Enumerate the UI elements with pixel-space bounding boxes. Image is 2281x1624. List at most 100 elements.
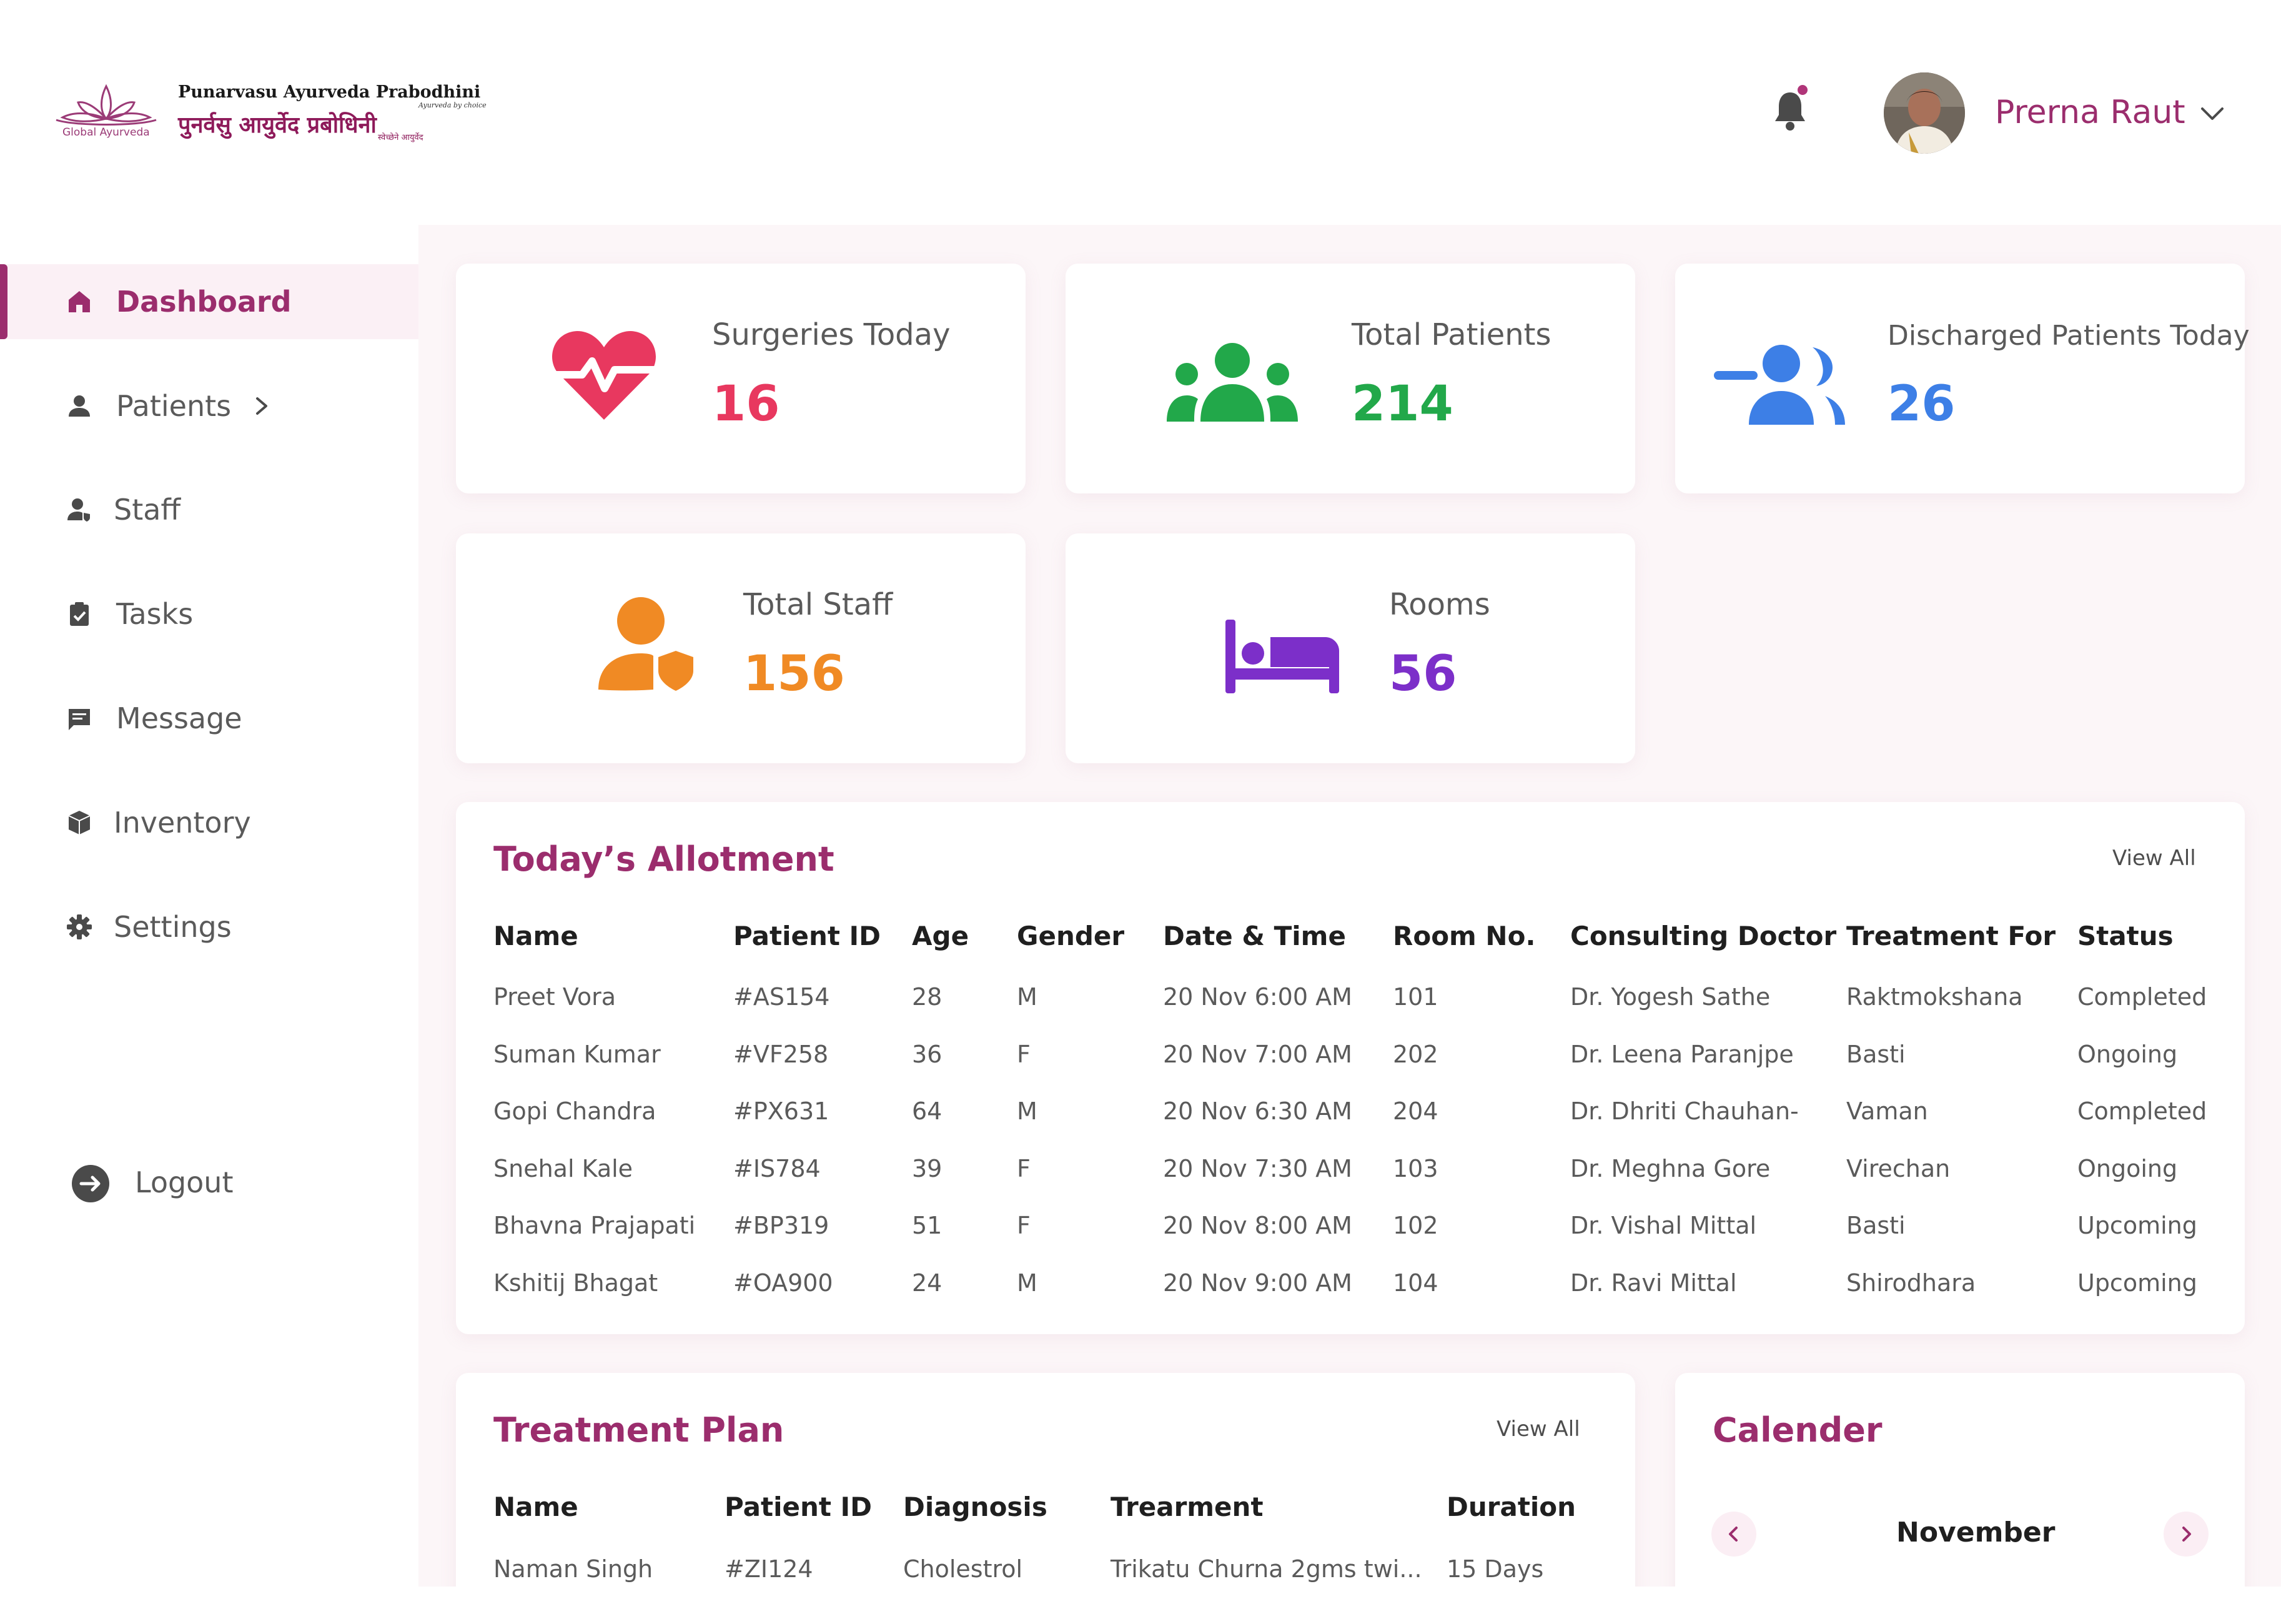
treatment-plan-column-header: Name xyxy=(493,1492,578,1522)
sidebar: Dashboard Patients Staff Tasks xyxy=(0,225,418,1624)
allotment-view-all-link[interactable]: View All xyxy=(2112,846,2196,871)
sidebar-item-message[interactable]: Message xyxy=(0,681,418,756)
bottom-fade xyxy=(418,1587,2281,1624)
user-name[interactable]: Prerna Raut xyxy=(1995,94,2185,131)
treatment-plan-column-header: Trearment xyxy=(1111,1492,1264,1522)
allotment-cell: Suman Kumar xyxy=(493,1040,661,1068)
treatment-plan-column-header: Duration xyxy=(1447,1492,1576,1522)
allotment-cell: Bhavna Prajapati xyxy=(493,1212,696,1239)
brand-name-en: Punarvasu Ayurveda Prabodhini xyxy=(178,82,481,102)
chevron-down-icon[interactable] xyxy=(2199,101,2226,126)
allotment-cell: 101 xyxy=(1393,983,1438,1011)
allotment-cell: 104 xyxy=(1393,1269,1438,1297)
stat-label: Rooms xyxy=(1389,587,1490,622)
allotment-cell: 24 xyxy=(912,1269,943,1297)
calendar-title: Calender xyxy=(1713,1410,1883,1450)
allotment-column-header: Age xyxy=(912,921,969,951)
sidebar-item-staff[interactable]: Staff xyxy=(0,472,418,547)
notification-bell-icon[interactable] xyxy=(1773,89,1808,132)
sidebar-item-label: Patients xyxy=(116,389,232,423)
allotment-cell: Shirodhara xyxy=(1846,1269,1976,1297)
person-icon xyxy=(69,395,90,417)
stat-value: 56 xyxy=(1389,646,1457,702)
allotment-cell: Vaman xyxy=(1846,1097,1928,1125)
discharge-icon xyxy=(1714,345,1845,425)
bed-icon xyxy=(1225,620,1339,693)
allotment-cell: #BP319 xyxy=(733,1212,829,1239)
treatment-plan-cell: #ZI124 xyxy=(725,1555,813,1583)
sidebar-item-dashboard[interactable]: Dashboard xyxy=(0,264,418,339)
sidebar-item-tasks[interactable]: Tasks xyxy=(0,577,418,651)
notification-dot xyxy=(1798,85,1808,95)
allotment-cell: 64 xyxy=(912,1097,943,1125)
allotment-cell: Dr. Vishal Mittal xyxy=(1570,1212,1757,1239)
stat-card-discharged[interactable]: Discharged Patients Today 26 xyxy=(1675,264,2250,493)
sidebar-item-label: Message xyxy=(116,701,242,735)
allotment-column-header: Date & Time xyxy=(1163,921,1346,951)
stat-card-surgeries[interactable]: Surgeries Today 16 xyxy=(456,264,1026,493)
allotment-cell: Ongoing xyxy=(2077,1040,2178,1068)
box-icon xyxy=(68,811,91,834)
user-avatar[interactable] xyxy=(1884,72,1965,154)
chevron-right-icon[interactable] xyxy=(251,394,272,418)
lotus-logo-icon xyxy=(56,84,157,126)
allotment-cell: M xyxy=(1017,983,1037,1011)
treatment-plan-column-header: Diagnosis xyxy=(903,1492,1047,1522)
stat-card-total-patients[interactable]: Total Patients 214 xyxy=(1066,264,1635,493)
staff-shield-icon xyxy=(598,597,693,691)
sidebar-item-label: Tasks xyxy=(116,597,194,631)
allotment-cell: F xyxy=(1017,1212,1031,1239)
top-header: Global Ayurveda Punarvasu Ayurveda Prabo… xyxy=(0,0,2281,225)
treatment-plan-cell: Trikatu Churna 2gms twi... xyxy=(1111,1555,1422,1583)
allotment-column-header: Status xyxy=(2077,921,2174,951)
allotment-cell: 202 xyxy=(1393,1040,1438,1068)
allotment-column-header: Room No. xyxy=(1393,921,1536,951)
stat-value: 214 xyxy=(1352,376,1453,432)
brand-global-label: Global Ayurveda xyxy=(62,126,150,139)
calendar-prev-button[interactable] xyxy=(1711,1512,1756,1557)
stat-card-total-staff[interactable]: Total Staff 156 xyxy=(456,533,1026,763)
brand-name-hi: पुनर्वसु आयुर्वेद प्रबोधिनी xyxy=(178,112,377,138)
treatment-plan-view-all-link[interactable]: View All xyxy=(1497,1417,1580,1442)
brand-logo[interactable]: Global Ayurveda Punarvasu Ayurveda Prabo… xyxy=(50,74,500,155)
allotment-cell: Snehal Kale xyxy=(493,1154,633,1182)
allotment-cell: #AS154 xyxy=(733,983,830,1011)
brand-tagline-hi: स्वेच्छेने आयुर्वेद xyxy=(378,133,423,142)
allotment-cell: Kshitij Bhagat xyxy=(493,1269,658,1297)
allotment-cell: 20 Nov 6:30 AM xyxy=(1163,1097,1352,1125)
allotment-cell: #IS784 xyxy=(733,1154,821,1182)
allotment-card: Today’s Allotment View All Name Patient I… xyxy=(456,802,2245,1334)
allotment-cell: Completed xyxy=(2077,1097,2207,1125)
treatment-plan-title: Treatment Plan xyxy=(493,1410,784,1450)
gear-icon xyxy=(67,914,92,939)
allotment-cell: Dr. Leena Paranjpe xyxy=(1570,1040,1794,1068)
allotment-cell: #VF258 xyxy=(733,1040,829,1068)
stat-card-rooms[interactable]: Rooms 56 xyxy=(1066,533,1635,763)
allotment-column-header: Gender xyxy=(1017,921,1125,951)
logout-button[interactable]: Logout xyxy=(135,1166,234,1199)
allotment-cell: 20 Nov 8:00 AM xyxy=(1163,1212,1352,1239)
group-icon xyxy=(1167,343,1298,422)
allotment-cell: #OA900 xyxy=(733,1269,833,1297)
brand-tagline-en: Ayurveda by choice xyxy=(418,101,487,109)
sidebar-item-label: Staff xyxy=(114,493,181,527)
treatment-plan-cell: Cholestrol xyxy=(903,1555,1023,1583)
sidebar-item-inventory[interactable]: Inventory xyxy=(0,785,418,860)
staff-icon xyxy=(67,498,90,522)
allotment-cell: Ongoing xyxy=(2077,1154,2178,1182)
allotment-cell: F xyxy=(1017,1040,1031,1068)
calendar-next-button[interactable] xyxy=(2164,1512,2209,1557)
logout-icon[interactable] xyxy=(69,1162,112,1206)
allotment-cell: 20 Nov 6:00 AM xyxy=(1163,983,1352,1011)
allotment-cell: Gopi Chandra xyxy=(493,1097,656,1125)
sidebar-item-settings[interactable]: Settings xyxy=(0,889,418,964)
allotment-cell: Basti xyxy=(1846,1040,1906,1068)
allotment-cell: 20 Nov 9:00 AM xyxy=(1163,1269,1352,1297)
stat-value: 156 xyxy=(743,646,845,702)
sidebar-item-patients[interactable]: Patients xyxy=(0,369,418,443)
calendar-month: November xyxy=(1896,1517,2056,1548)
allotment-cell: #PX631 xyxy=(733,1097,829,1125)
allotment-title: Today’s Allotment xyxy=(493,839,834,879)
allotment-cell: Dr. Dhriti Chauhan- xyxy=(1570,1097,1799,1125)
allotment-cell: 103 xyxy=(1393,1154,1438,1182)
